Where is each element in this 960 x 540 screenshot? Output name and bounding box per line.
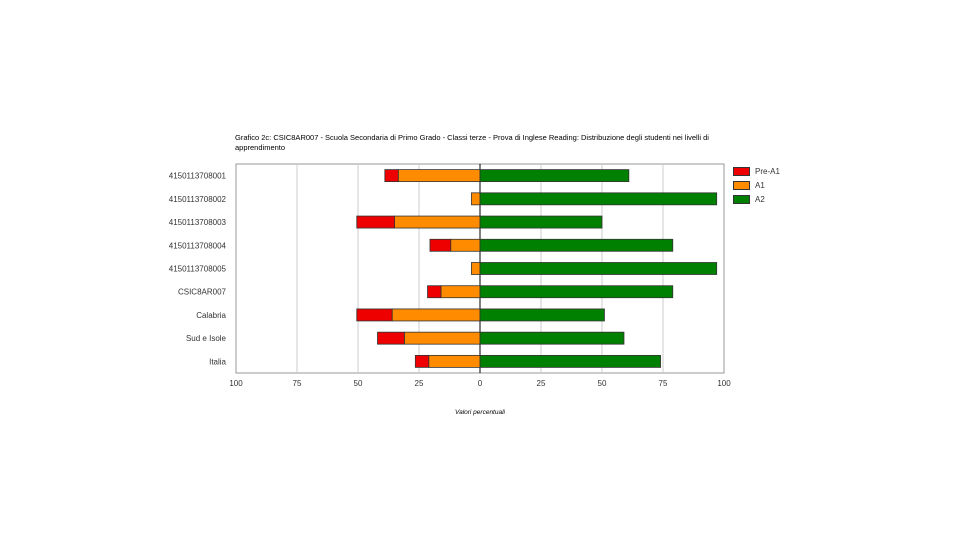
legend-label-a2: A2 (755, 194, 765, 204)
category-label: 4150113708003 (169, 218, 227, 227)
x-tick-label: 50 (354, 379, 363, 388)
labels-layer: 100 75 50 25 0 25 50 75 100 4150113708001 41501137… (169, 172, 731, 388)
bar-a2 (479, 331, 625, 345)
bar-a2 (479, 354, 661, 368)
legend-item-a1: A1 (733, 178, 780, 192)
bar-a1 (403, 331, 481, 345)
x-tick-label: 75 (293, 379, 302, 388)
category-label: 4150113708004 (169, 241, 227, 250)
legend-item-pre-a1: Pre-A1 (733, 164, 780, 178)
chart-title: Grafico 2c: CSIC8AR007 - Scuola Secondar… (235, 133, 709, 152)
x-tick-label: 100 (717, 379, 731, 388)
x-tick-label: 0 (478, 379, 483, 388)
bar-pre-a1 (377, 331, 405, 345)
legend-swatch-pre-a1 (733, 166, 750, 176)
bar-pre-a1 (356, 215, 395, 229)
bar-a1 (471, 262, 481, 275)
bar-a2 (479, 285, 674, 299)
x-axis-label: Valori percentuali (455, 409, 505, 416)
bar-a2 (479, 308, 605, 322)
bar-pre-a1 (384, 169, 399, 183)
x-tick-label: 100 (229, 379, 243, 388)
category-label: 4150113708001 (169, 172, 227, 181)
legend-item-a2: A2 (733, 192, 780, 206)
legend-label-pre-a1: Pre-A1 (755, 166, 780, 176)
bar-a2 (479, 192, 718, 206)
bar-a1 (391, 308, 481, 322)
legend-swatch-a2 (733, 194, 750, 204)
bars-layer (356, 169, 718, 368)
bar-a1 (440, 285, 481, 299)
bar-a1 (428, 354, 481, 368)
x-tick-label: 50 (598, 379, 607, 388)
category-label: 4150113708005 (169, 265, 227, 274)
x-tick-label: 75 (659, 379, 668, 388)
category-label: CSIC8AR007 (178, 288, 227, 297)
category-label: Sud e Isole (186, 334, 227, 343)
bar-a2 (479, 238, 674, 252)
bar-pre-a1 (429, 238, 452, 252)
category-label: 4150113708002 (169, 195, 227, 204)
bar-a2 (479, 262, 718, 275)
x-tick-label: 25 (415, 379, 424, 388)
bar-a1 (450, 238, 481, 252)
legend-swatch-a1 (733, 180, 750, 190)
bar-a1 (471, 192, 481, 206)
category-label: Italia (209, 357, 226, 366)
bar-pre-a1 (414, 354, 430, 368)
category-label: Calabria (196, 311, 226, 320)
x-tick-label: 25 (537, 379, 546, 388)
bar-a2 (479, 215, 603, 229)
bar-pre-a1 (356, 308, 393, 322)
bar-a1 (394, 215, 481, 229)
legend-label-a1: A1 (755, 180, 765, 190)
legend: Pre-A1 A1 A2 (733, 164, 780, 206)
bar-a2 (479, 169, 630, 183)
bar-a1 (397, 169, 481, 183)
bar-pre-a1 (427, 285, 442, 299)
